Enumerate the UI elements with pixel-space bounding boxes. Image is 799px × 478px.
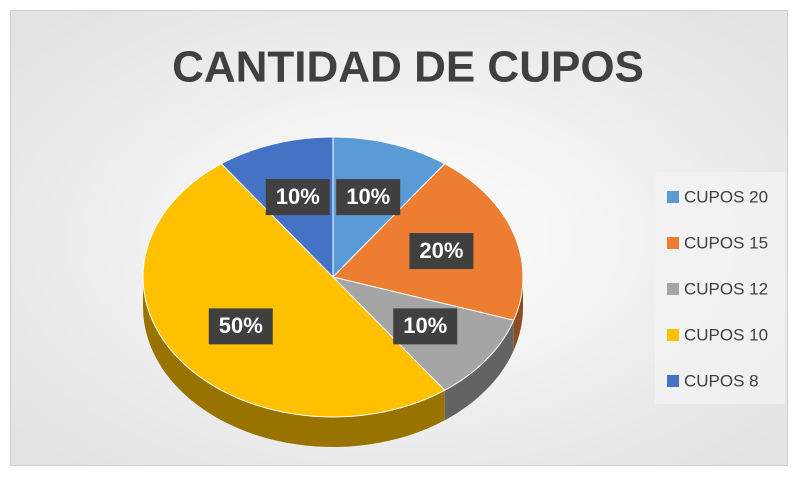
slice-side: [513, 277, 523, 351]
legend-label: CUPOS 12: [684, 279, 768, 298]
legend-swatch: [667, 283, 679, 295]
data-label: 20%: [419, 238, 463, 263]
data-label: 10%: [346, 184, 390, 209]
data-label: 10%: [276, 184, 320, 209]
slice: [142, 163, 446, 418]
legend-label: CUPOS 8: [684, 371, 759, 390]
data-label: 50%: [219, 313, 263, 338]
chart-title: CANTIDAD DE CUPOS: [172, 43, 644, 92]
legend-label: CUPOS 10: [684, 325, 768, 344]
legend-swatch: [667, 237, 679, 249]
data-label-box: [409, 233, 474, 270]
slice-side: [444, 320, 514, 421]
slice-side: [143, 277, 445, 447]
legend-swatch: [667, 329, 679, 341]
legend-swatch: [667, 375, 679, 387]
data-label-box: [393, 308, 458, 345]
data-label-box: [336, 179, 401, 216]
data-label-box: [208, 308, 273, 345]
legend-swatch: [667, 191, 679, 203]
legend-label: CUPOS 15: [684, 233, 768, 252]
data-label: 10%: [403, 313, 447, 338]
legend-label: CUPOS 20: [684, 187, 768, 206]
data-label-box: [265, 179, 330, 216]
